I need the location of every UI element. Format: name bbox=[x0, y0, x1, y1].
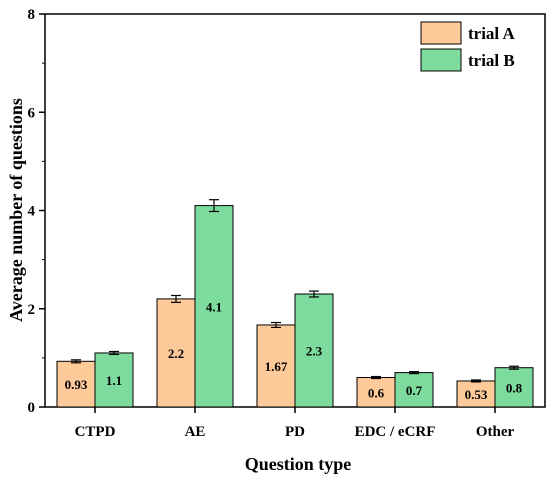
y-tick-label: 4 bbox=[28, 204, 36, 220]
y-tick-label: 0 bbox=[28, 400, 36, 416]
data-label: 0.53 bbox=[465, 387, 488, 402]
x-tick-label: PD bbox=[285, 424, 305, 440]
data-label: 0.8 bbox=[506, 380, 523, 395]
x-tick-label: AE bbox=[185, 424, 206, 440]
legend: trial A trial B bbox=[420, 21, 515, 72]
bar bbox=[394, 372, 434, 408]
data-label: 0.93 bbox=[65, 377, 88, 392]
bar bbox=[94, 352, 134, 408]
y-tick-label: 8 bbox=[28, 7, 36, 23]
y-tick-label: 6 bbox=[28, 105, 36, 121]
data-label: 0.7 bbox=[406, 383, 423, 398]
bar bbox=[356, 377, 396, 408]
bar bbox=[294, 293, 334, 408]
x-axis-title: Question type bbox=[245, 454, 352, 474]
data-label: 0.6 bbox=[368, 385, 385, 400]
bar bbox=[494, 367, 534, 408]
data-label: 1.67 bbox=[265, 359, 288, 374]
data-label: 1.1 bbox=[106, 373, 122, 388]
bar bbox=[256, 324, 296, 408]
legend-label-trial-b: trial B bbox=[468, 51, 515, 70]
data-label: 2.3 bbox=[306, 344, 323, 359]
x-tick-label: Other bbox=[476, 424, 515, 440]
y-axis-title: Average number of questions bbox=[6, 98, 26, 322]
legend-swatch-trial-a bbox=[420, 21, 462, 45]
bar bbox=[56, 360, 96, 408]
data-label: 2.2 bbox=[168, 346, 184, 361]
x-tick-label: EDC / eCRF bbox=[355, 424, 436, 440]
y-tick-label: 2 bbox=[28, 302, 36, 318]
x-tick-label: CTPD bbox=[75, 424, 116, 440]
data-label: 4.1 bbox=[206, 299, 222, 314]
legend-label-trial-a: trial A bbox=[468, 24, 515, 43]
bar bbox=[194, 205, 234, 408]
legend-swatch-trial-b bbox=[420, 48, 462, 72]
